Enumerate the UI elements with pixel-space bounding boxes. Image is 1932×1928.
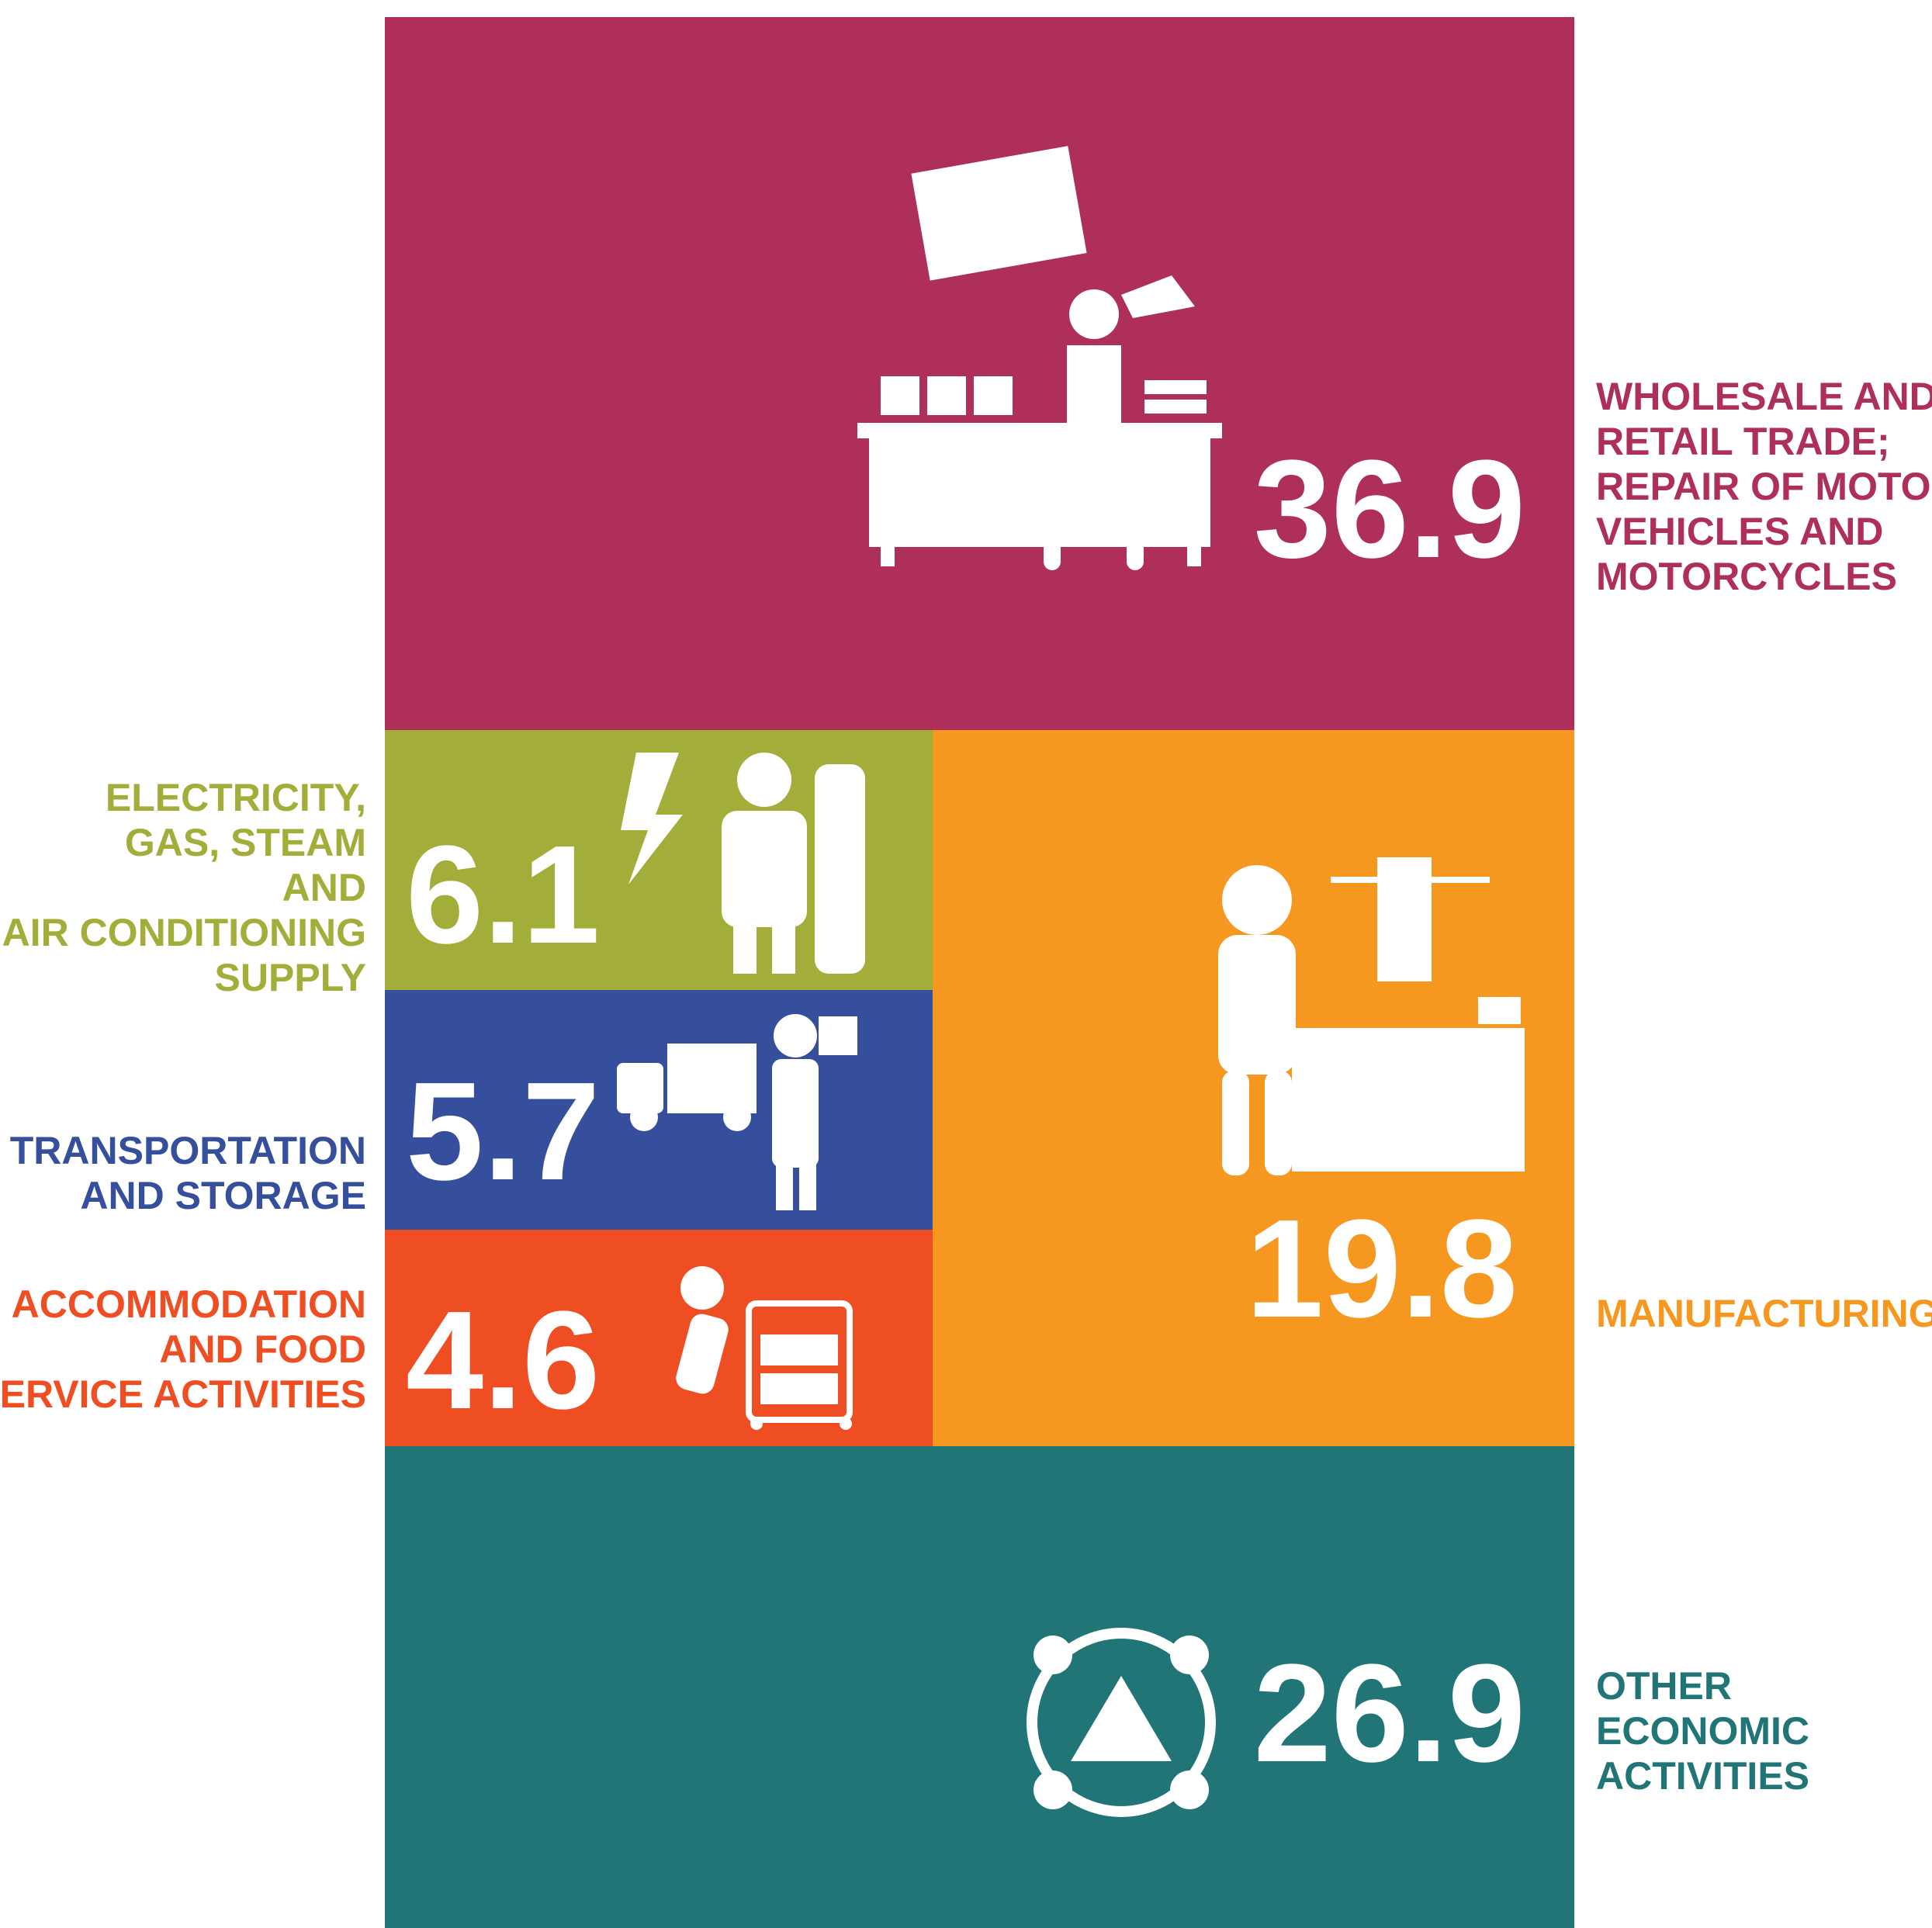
value-label: 19.8 (1246, 1191, 1518, 1347)
icon-trade (857, 146, 1222, 570)
category-label: VEHICLES AND (1596, 510, 1883, 553)
icon-transport (617, 1014, 857, 1210)
value-label: 26.9 (1254, 1636, 1525, 1791)
icons (617, 146, 1525, 1817)
value-label: 6.1 (406, 817, 600, 973)
category-label: ACTIVITIES (1596, 1754, 1809, 1798)
value-label: 4.6 (406, 1282, 600, 1438)
category-label: SUPPLY (215, 956, 366, 999)
tile (385, 17, 1574, 730)
category-label: GAS, STEAM (125, 821, 366, 864)
category-label: ACCOMMODATION (12, 1282, 366, 1326)
category-label: ECONOMIC (1596, 1709, 1809, 1753)
icon-manufacturing (1218, 857, 1525, 1175)
tile (385, 1230, 933, 1446)
category-label: REPAIR OF MOTOR (1596, 465, 1932, 508)
category-label: AND FOOD (159, 1327, 366, 1371)
icon-hotel (676, 1266, 853, 1430)
category-label: AIR CONDITIONING (2, 911, 366, 954)
category-label: RETAIL TRADE; (1596, 420, 1890, 463)
icon-other (1027, 1628, 1216, 1817)
icon-energy (621, 753, 865, 974)
value-label: 5.7 (406, 1054, 600, 1210)
category-label: AND STORAGE (80, 1174, 366, 1217)
category-label: MANUFACTURING (1596, 1292, 1932, 1335)
category-label: AND (282, 866, 366, 909)
category-label: MOTORCYCLES (1596, 555, 1897, 598)
category-label: WHOLESALE AND (1596, 375, 1932, 418)
category-label: ELECTRICITY, (106, 776, 366, 819)
category-label: SERVICE ACTIVITIES (0, 1372, 366, 1416)
category-label: TRANSPORTATION (10, 1129, 366, 1172)
value-label: 36.9 (1254, 431, 1525, 587)
category-label: OTHER (1596, 1664, 1732, 1708)
tile (385, 1446, 1574, 1928)
